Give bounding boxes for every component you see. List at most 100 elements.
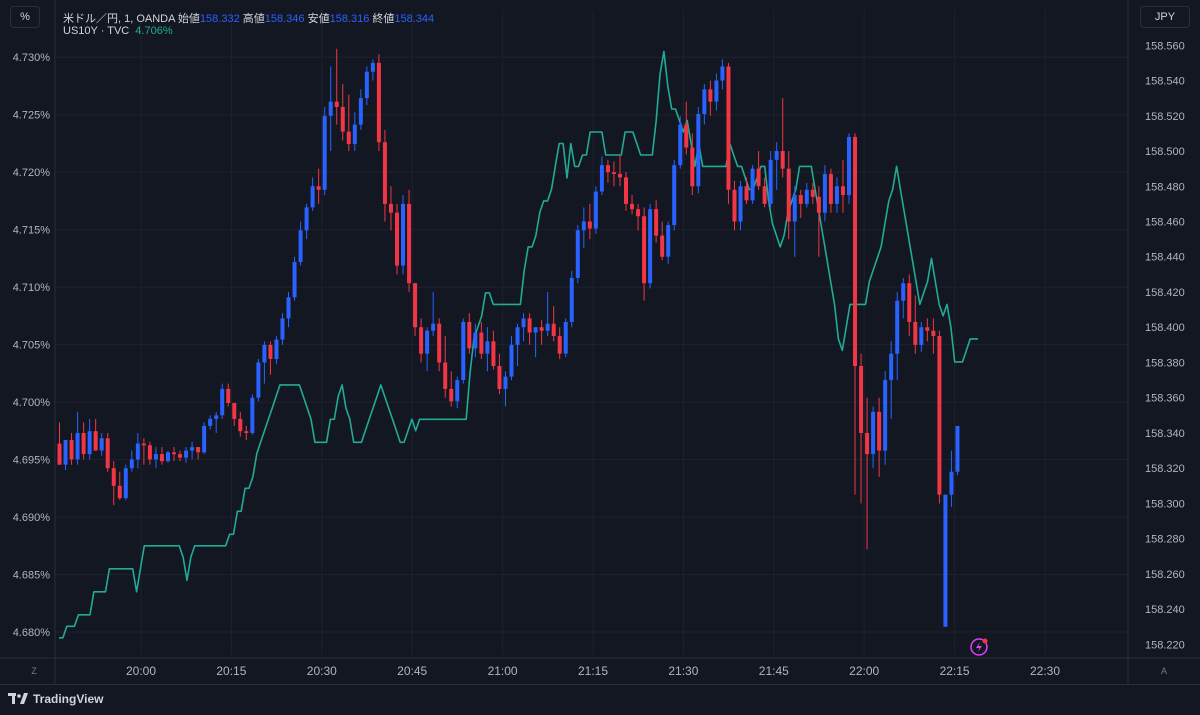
- candle-body: [684, 124, 689, 148]
- candle-body: [907, 283, 912, 322]
- right-tick-label: 158.260: [1145, 569, 1185, 581]
- candle-body: [859, 366, 864, 433]
- time-tick-label: 22:15: [940, 664, 970, 678]
- candle-body: [280, 318, 285, 340]
- legend-compare[interactable]: US10Y · TVC 4.706%: [63, 25, 173, 37]
- candle-body: [527, 318, 532, 333]
- candle-body: [587, 221, 592, 229]
- right-tick-label: 158.440: [1145, 252, 1185, 264]
- time-tick-label: 21:00: [488, 664, 518, 678]
- candle-body: [165, 452, 170, 462]
- candle-body: [358, 98, 363, 125]
- time-tick-label: 21:45: [759, 664, 789, 678]
- candle-body: [515, 327, 520, 345]
- candle-body: [244, 431, 249, 433]
- candle-body: [437, 323, 442, 363]
- candle-body: [877, 411, 882, 451]
- candle-body: [322, 115, 327, 190]
- candle-body: [895, 300, 900, 354]
- candle-body: [605, 165, 610, 173]
- legend-compare-symbol: US10Y · TVC: [63, 25, 130, 37]
- candle-body: [678, 124, 683, 166]
- candle-body: [708, 89, 713, 102]
- candle-body: [479, 332, 484, 354]
- candle-body: [901, 283, 906, 301]
- candle-body: [521, 318, 526, 328]
- left-tick-label: 4.705%: [13, 340, 51, 352]
- candle-body: [376, 62, 381, 143]
- candle-body: [111, 468, 116, 486]
- left-tick-label: 4.715%: [13, 225, 51, 237]
- candle-body: [792, 195, 797, 222]
- legend-open-label: 始値: [177, 13, 200, 25]
- candle-body: [364, 71, 369, 99]
- candle-body: [533, 327, 538, 333]
- candle-body: [135, 443, 140, 460]
- candle-body: [190, 447, 195, 451]
- left-axis[interactable]: 4.680% 4.685% 4.690% 4.695% 4.700% 4.705% 4.71…: [13, 52, 51, 639]
- left-tick-label: 4.680%: [13, 627, 51, 639]
- candle-body: [105, 438, 110, 469]
- candle-body: [141, 443, 146, 446]
- timezone-z-button[interactable]: Z: [31, 666, 37, 676]
- time-axis[interactable]: 20:00 20:15 20:30 20:45 21:00 21:15 21:30 21:45…: [126, 664, 1060, 678]
- auto-scale-button[interactable]: A: [1160, 666, 1167, 676]
- right-tick-label: 158.560: [1145, 40, 1185, 52]
- candle-body: [955, 425, 960, 472]
- legend-close-value: 158.344: [394, 13, 435, 25]
- legend-main[interactable]: 米ドル／円, 1, OANDA 始値158.332 高値158.346 安値15…: [63, 10, 434, 26]
- candle-body: [931, 330, 936, 337]
- right-tick-label: 158.380: [1145, 357, 1185, 369]
- brand-logo[interactable]: TradingView: [8, 692, 103, 706]
- alert-icon[interactable]: [970, 638, 988, 656]
- candle-body: [310, 186, 315, 208]
- candle-body: [804, 189, 809, 204]
- candle-body: [153, 454, 158, 460]
- right-tick-label: 158.340: [1145, 428, 1185, 440]
- candle-body: [202, 425, 207, 453]
- time-tick-label: 20:30: [307, 664, 337, 678]
- left-tick-label: 4.700%: [13, 397, 51, 409]
- candle-body: [184, 450, 189, 458]
- time-tick-label: 22:00: [849, 664, 879, 678]
- candle-body: [666, 225, 671, 257]
- candle-body: [714, 80, 719, 102]
- percent-scale-button[interactable]: %: [10, 6, 40, 28]
- candle-body: [449, 388, 454, 402]
- candle-body: [346, 131, 351, 144]
- candle-body: [937, 336, 942, 495]
- candle-body: [762, 186, 767, 204]
- candle-body: [467, 321, 472, 349]
- candle-body: [630, 203, 635, 210]
- right-tick-label: 158.360: [1145, 393, 1185, 405]
- candle-body: [226, 388, 231, 404]
- candle-body: [485, 341, 490, 354]
- time-tick-label: 20:45: [397, 664, 427, 678]
- right-tick-label: 158.280: [1145, 534, 1185, 546]
- right-tick-label: 158.460: [1145, 217, 1185, 229]
- candle-body: [63, 440, 68, 465]
- legend-low-label: 安値: [307, 13, 330, 25]
- candle-body: [744, 186, 749, 201]
- left-tick-label: 4.695%: [13, 455, 51, 467]
- left-tick-label: 4.685%: [13, 570, 51, 582]
- candle-body: [316, 186, 321, 190]
- candle-body: [268, 344, 273, 359]
- currency-button[interactable]: JPY: [1140, 6, 1190, 28]
- candle-body: [178, 454, 183, 458]
- candles-layer: [57, 48, 960, 627]
- candle-body: [292, 262, 297, 298]
- legend-open-value: 158.332: [199, 13, 240, 25]
- candle-body: [545, 323, 550, 331]
- right-axis[interactable]: 158.220 158.240 158.260 158.280 158.300 158.3…: [1145, 40, 1185, 651]
- candle-body: [551, 323, 556, 337]
- candle-body: [654, 209, 659, 236]
- yield-line-layer: [59, 50, 978, 639]
- right-tick-label: 158.520: [1145, 111, 1185, 123]
- candle-body: [816, 196, 821, 213]
- candle-body: [503, 376, 508, 389]
- candle-body: [238, 418, 243, 432]
- tradingview-logo-icon: [8, 693, 28, 704]
